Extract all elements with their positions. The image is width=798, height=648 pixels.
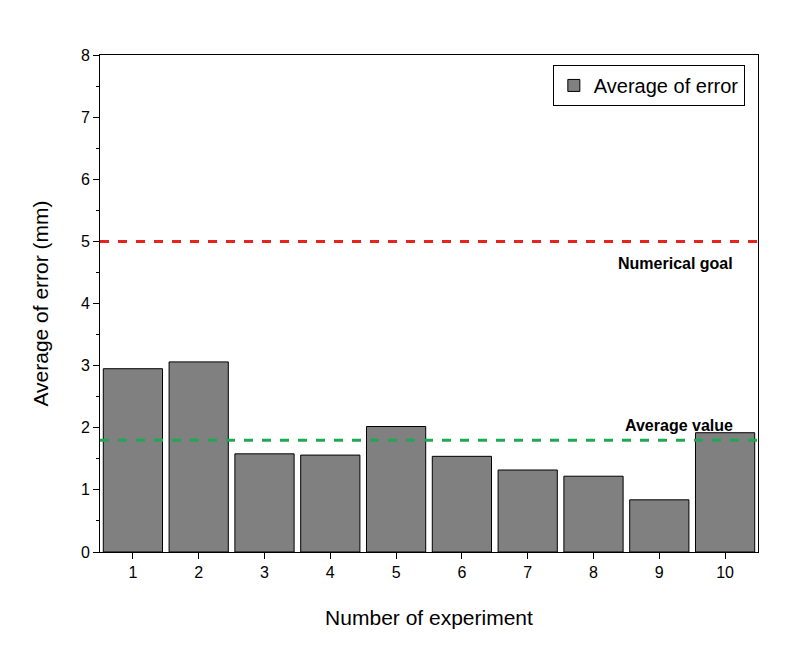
svg-text:6: 6 [81,171,90,188]
svg-text:3: 3 [260,564,269,581]
svg-text:8: 8 [589,564,598,581]
svg-text:7: 7 [523,564,532,581]
svg-text:5: 5 [81,233,90,250]
svg-text:3: 3 [81,357,90,374]
svg-text:8: 8 [81,47,90,64]
svg-text:Numerical goal: Numerical goal [618,255,733,272]
svg-text:1: 1 [81,481,90,498]
svg-text:2: 2 [194,564,203,581]
svg-text:9: 9 [655,564,664,581]
svg-text:0: 0 [81,544,90,561]
svg-text:1: 1 [128,564,137,581]
svg-text:4: 4 [81,295,90,312]
svg-text:2: 2 [81,419,90,436]
svg-text:Average value: Average value [625,417,733,434]
svg-text:10: 10 [716,564,734,581]
svg-text:6: 6 [457,564,466,581]
svg-text:Number of experiment: Number of experiment [325,606,533,629]
svg-text:5: 5 [392,564,401,581]
svg-text:Average of error: Average of error [594,75,738,97]
svg-text:4: 4 [326,564,335,581]
svg-text:Average of error (mm): Average of error (mm) [29,200,52,406]
svg-text:7: 7 [81,109,90,126]
